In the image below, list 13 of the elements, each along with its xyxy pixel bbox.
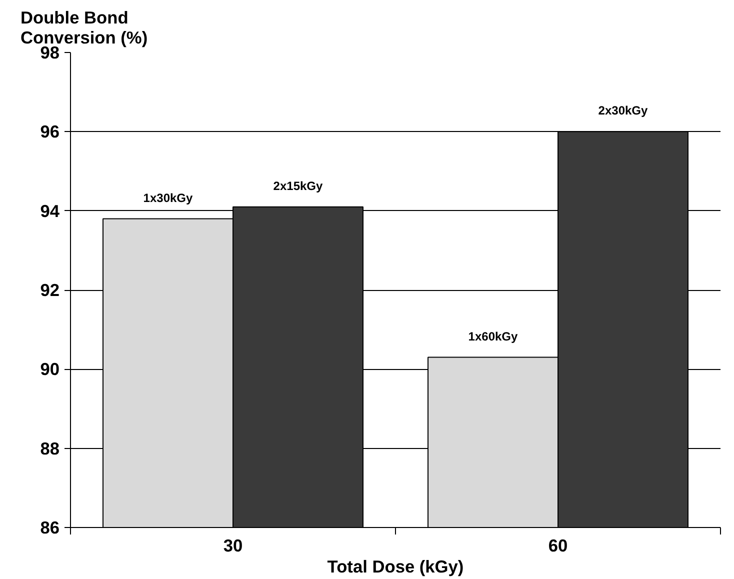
y-tick-label: 86	[40, 518, 60, 538]
x-tick-label: 30	[223, 536, 243, 556]
y-tick-label: 94	[40, 200, 60, 221]
y-tick-label: 88	[40, 438, 60, 458]
annotation: 2x30kGy	[598, 104, 648, 118]
y-tick-label: 92	[40, 280, 60, 300]
annotation: 1x30kGy	[143, 190, 194, 205]
x-axis-title: Total Dose (kGy)	[327, 556, 464, 576]
y-tick-label: 90	[40, 359, 60, 380]
y-tick-label: 96	[40, 122, 60, 142]
annotation: 2x15kGy	[273, 178, 324, 193]
annotation: 1x60kGy	[468, 329, 518, 344]
x-tick-label: 60	[548, 536, 568, 556]
